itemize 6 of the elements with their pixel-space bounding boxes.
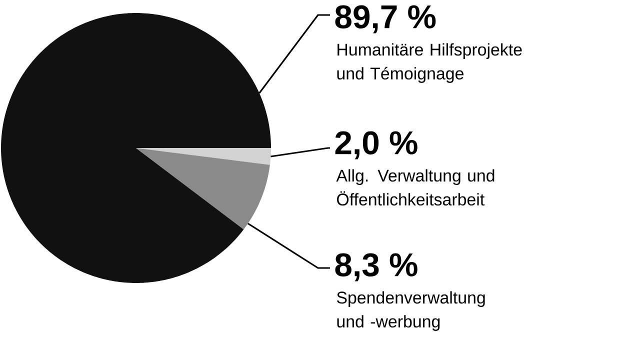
data-label: 89,7 % (335, 5, 436, 34)
slice-label: Spendenverwaltung und -werbung (336, 291, 485, 331)
slice-label: Humanitäre Hilfsprojekte und Témoignage (337, 43, 522, 83)
slice-label: Allg. Verwaltung und Öffentlichkeitsarbeit (336, 169, 494, 206)
data-label: 2,0 % (335, 131, 418, 160)
data-label: 8,3 % (335, 253, 418, 282)
